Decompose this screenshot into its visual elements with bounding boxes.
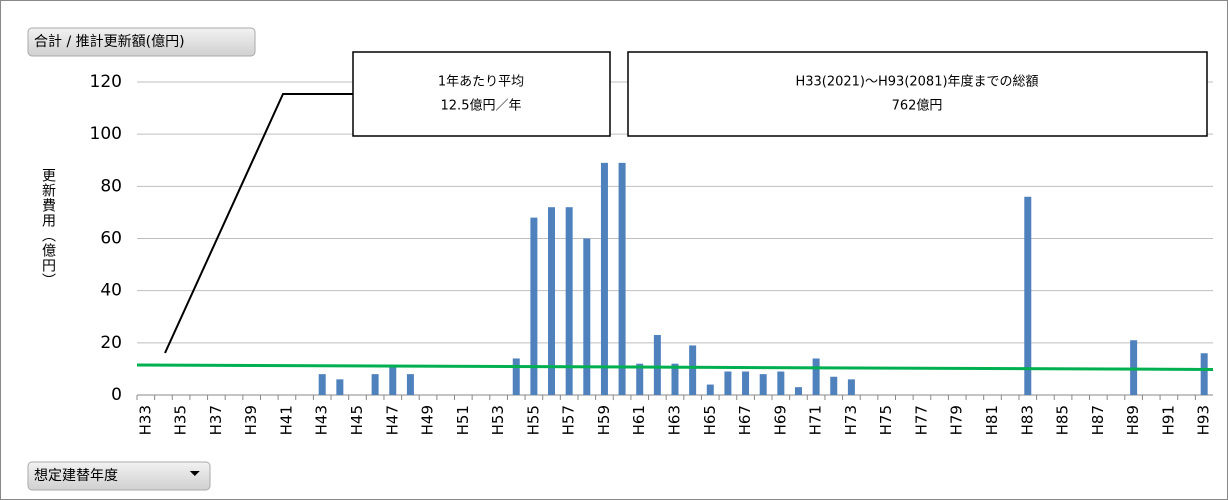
bar	[689, 345, 697, 395]
x-tick-label: H37	[207, 405, 225, 435]
bar	[830, 376, 838, 395]
annotation-box	[627, 51, 1208, 137]
chart-title: 合計 / 推計更新額(億円)	[34, 34, 185, 50]
x-tick-label: H81	[983, 405, 1001, 435]
filter-button[interactable]	[27, 461, 211, 491]
x-tick-label: H47	[383, 405, 401, 435]
bar	[812, 358, 820, 395]
field-button[interactable]	[27, 27, 256, 57]
bar	[530, 217, 538, 395]
y-axis-label: 更新費用（億円）	[40, 168, 56, 288]
callout-line	[164, 93, 355, 354]
bar	[1024, 196, 1032, 395]
bar	[1200, 353, 1208, 395]
x-tick-label: H93	[1195, 405, 1213, 435]
bar	[548, 207, 556, 395]
bar	[600, 162, 608, 395]
annotation-box	[352, 51, 611, 137]
annotation: 12.5億円／年	[441, 98, 522, 114]
bar	[847, 379, 855, 395]
x-tick-label: H63	[666, 405, 684, 435]
bar	[389, 366, 397, 395]
bar	[618, 162, 626, 395]
x-tick-label: H51	[454, 405, 472, 435]
bar	[742, 371, 750, 395]
annotation: 762億円	[892, 98, 943, 114]
x-tick-label: H91	[1159, 405, 1177, 435]
x-tick-label: H59	[595, 405, 613, 435]
x-tick-label: H79	[948, 405, 966, 435]
x-tick-label: H89	[1124, 405, 1142, 435]
x-tick-label: H39	[242, 405, 260, 435]
x-tick-label: H87	[1089, 405, 1107, 435]
bar	[512, 358, 520, 395]
x-tick-label: H35	[172, 405, 190, 435]
bar	[406, 374, 414, 395]
bar	[706, 384, 714, 395]
y-tick-label: 120	[90, 72, 122, 92]
bar	[336, 379, 344, 395]
x-tick-label: H75	[877, 405, 895, 435]
x-tick-label: H67	[736, 405, 754, 435]
y-tick-label: 40	[100, 281, 122, 301]
x-tick-label: H85	[1054, 405, 1072, 435]
bar	[653, 335, 661, 395]
x-tick-label: H73	[842, 405, 860, 435]
x-tick-label: H41	[277, 405, 295, 435]
y-tick-label: 80	[100, 176, 122, 196]
x-tick-label: H49	[419, 405, 437, 435]
y-tick-label: 60	[100, 229, 122, 249]
bar	[583, 238, 591, 395]
x-tick-label: H53	[489, 405, 507, 435]
x-tick-label: H57	[560, 405, 578, 435]
filter-icon: ⏷	[189, 466, 200, 482]
bar	[724, 371, 732, 395]
bar	[794, 387, 802, 395]
x-tick-label: H77	[912, 405, 930, 435]
x-tick-label: H69	[771, 405, 789, 435]
annotation: H33(2021)～H93(2081)年度までの総額	[795, 74, 1038, 90]
y-tick-label: 100	[90, 124, 122, 144]
filter-label: 想定建替年度	[34, 468, 118, 484]
bar	[636, 363, 644, 395]
x-tick-label: H83	[1018, 405, 1036, 435]
x-tick-label: H43	[313, 405, 331, 435]
annotation: 1年あたり平均	[438, 75, 524, 90]
x-tick-label: H45	[348, 405, 366, 435]
bar	[371, 374, 379, 395]
y-tick-label: 0	[111, 385, 122, 405]
x-tick-label: H65	[701, 405, 719, 435]
x-tick-label: H33	[136, 405, 154, 435]
x-tick-label: H61	[630, 405, 648, 435]
bar	[671, 363, 679, 395]
x-tick-label: H55	[524, 405, 542, 435]
bar	[565, 207, 573, 395]
bar	[759, 374, 767, 395]
x-tick-label: H71	[807, 405, 825, 435]
y-tick-label: 20	[100, 333, 122, 353]
trendline	[136, 363, 1214, 371]
bar	[777, 371, 785, 395]
bar	[318, 374, 326, 395]
